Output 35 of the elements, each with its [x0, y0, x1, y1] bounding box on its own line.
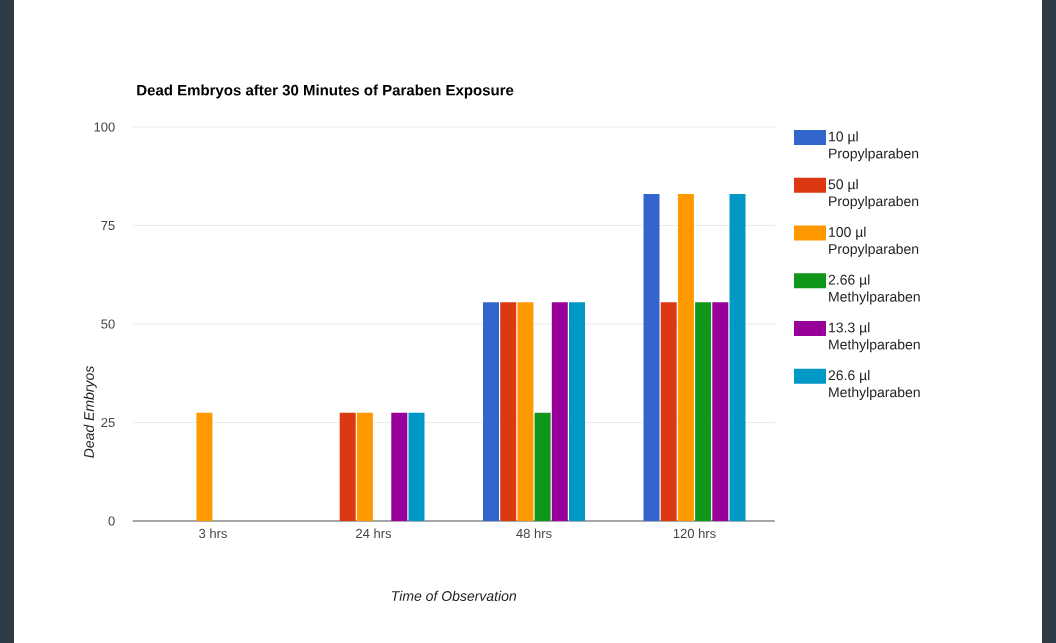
legend-label: 50 µl Propylparaben	[828, 178, 919, 209]
bar	[483, 302, 500, 521]
bar	[408, 412, 425, 521]
bar	[391, 412, 408, 521]
y-tick-label: 100	[94, 122, 115, 132]
legend-label: 10 µl Propylparaben	[829, 131, 919, 162]
bar	[551, 302, 568, 521]
y-tick-label: 75	[101, 220, 115, 231]
bar	[356, 412, 373, 521]
bar	[660, 302, 677, 521]
bar	[517, 302, 534, 521]
x-axis-title: Time of Observation	[392, 590, 517, 602]
bar	[695, 302, 712, 521]
bar	[339, 412, 356, 521]
bar	[196, 412, 213, 521]
legend-label: 2.66 µl Methylparaben	[828, 274, 920, 305]
y-tick-label: 25	[101, 417, 115, 428]
bar	[643, 193, 660, 521]
bar	[677, 193, 694, 521]
y-axis-title: Dead Embryos	[83, 366, 97, 458]
x-tick-label: 120 hrs	[673, 528, 716, 539]
bar	[500, 302, 517, 521]
legend-label: 100 µl Propylparaben	[829, 226, 919, 257]
bar	[534, 412, 551, 521]
legend-label: 26.6 µl Methylparaben	[828, 369, 920, 400]
y-tick-label: 50	[101, 319, 115, 329]
x-tick-label: 48 hrs	[516, 528, 552, 539]
legend-label: 13.3 µl Methylparaben	[829, 322, 920, 353]
x-tick-label: 24 hrs	[356, 528, 392, 539]
bar	[712, 302, 729, 521]
bar	[729, 193, 746, 521]
x-tick-label: 3 hrs	[199, 528, 227, 539]
chart-title: Dead Embryos after 30 Minutes of Paraben Exposure	[137, 84, 514, 99]
bar	[569, 302, 586, 521]
y-tick-label: 0	[108, 516, 115, 526]
